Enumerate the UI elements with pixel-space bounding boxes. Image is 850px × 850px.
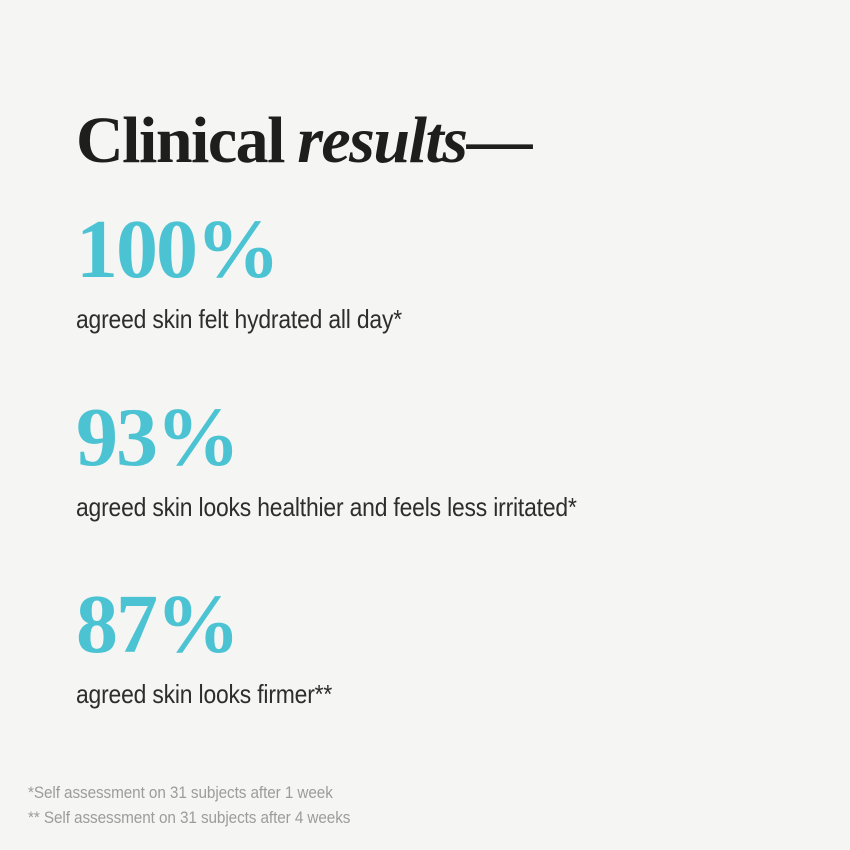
stat-block-healthier: 93% agreed skin looks healthier and feel… [76,391,645,522]
stat-value: 93% [76,391,240,484]
heading-dash: — [466,104,533,178]
footnote-line: *Self assessment on 31 subjects after 1 … [28,783,333,802]
stat-caption: agreed skin looks healthier and feels le… [76,492,577,522]
stat-value: 100% [76,203,280,296]
heading-text-regular: Clinical [76,104,286,178]
stat-caption: agreed skin looks firmer** [76,679,333,709]
stat-block-firmer: 87% agreed skin looks firmer** [76,578,367,709]
stat-value: 87% [76,578,240,671]
footnote-line: ** Self assessment on 31 subjects after … [28,807,351,827]
footnotes: *Self assessment on 31 subjects after 1 … [28,781,350,830]
stat-caption: agreed skin felt hydrated all day* [76,304,402,334]
section-heading: Clinical results— [76,108,532,174]
stat-block-hydration: 100% agreed skin felt hydrated all day* [76,203,446,334]
heading-text-italic: results [297,104,468,178]
